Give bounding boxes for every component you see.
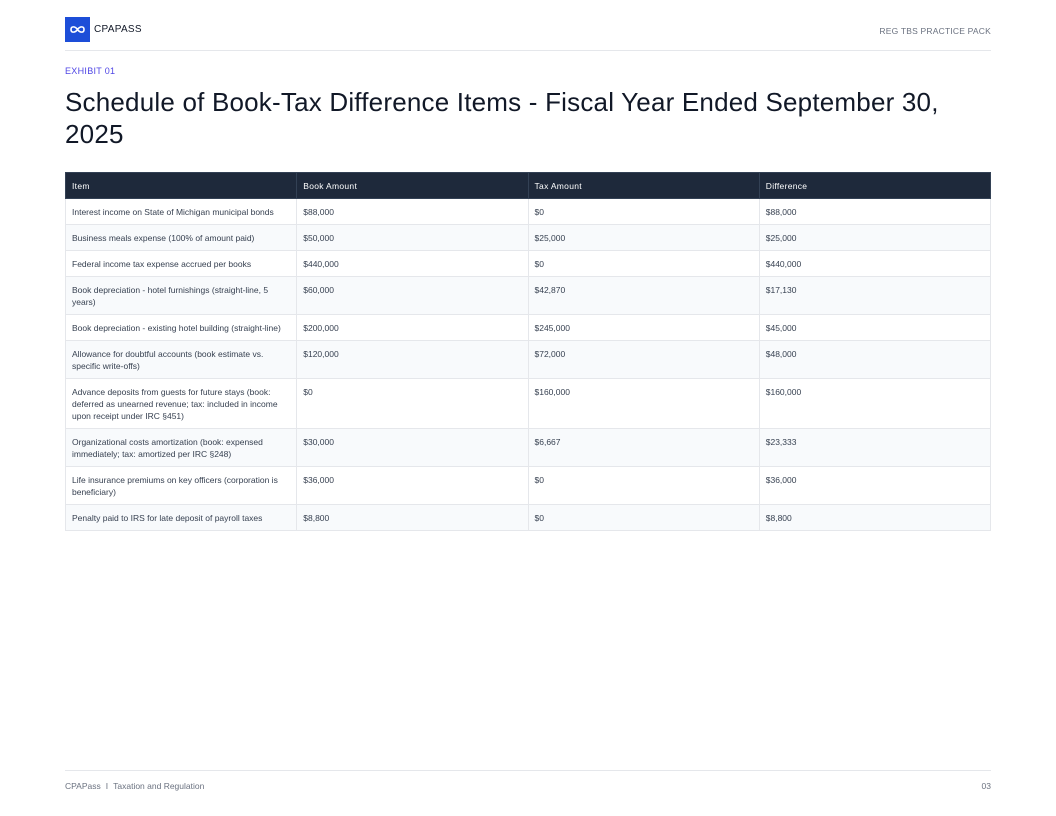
amount-cell: $72,000 (527, 340, 760, 379)
column-header: Tax Amount (527, 172, 760, 199)
column-header: Book Amount (296, 172, 529, 199)
amount-cell: $36,000 (296, 466, 529, 505)
item-cell: Interest income on State of Michigan mun… (64, 198, 298, 225)
table-row: Federal income tax expense accrued per b… (64, 250, 992, 277)
table-row: Interest income on State of Michigan mun… (64, 198, 992, 225)
item-cell: Life insurance premiums on key officers … (64, 466, 298, 505)
amount-cell: $0 (527, 198, 760, 225)
amount-cell: $120,000 (296, 340, 529, 379)
logo-icon (70, 26, 85, 33)
item-cell: Book depreciation - hotel furnishings (s… (64, 276, 298, 315)
table-row: Organizational costs amortization (book:… (64, 428, 992, 467)
amount-cell: $88,000 (758, 198, 992, 225)
amount-cell: $60,000 (296, 276, 529, 315)
table-row: Advance deposits from guests for future … (64, 378, 992, 429)
amount-cell: $0 (527, 466, 760, 505)
table-row: Business meals expense (100% of amount p… (64, 224, 992, 251)
table-row: Penalty paid to IRS for late deposit of … (64, 504, 992, 531)
title: Schedule of Book-Tax Difference Items - … (65, 87, 939, 149)
footer: CPAPass I Taxation and Regulation 03 (65, 770, 991, 791)
amount-cell: $45,000 (758, 314, 992, 341)
header-row: Item Book Amount Tax Amount Difference (64, 172, 992, 199)
table-row: Book depreciation - hotel furnishings (s… (64, 276, 992, 315)
amount-cell: $23,333 (758, 428, 992, 467)
schedule-table: Item Book Amount Tax Amount Difference Inte… (64, 172, 992, 531)
amount-cell: $48,000 (758, 340, 992, 379)
footer-brand: CPAPass (65, 781, 101, 791)
exhibit-label: EXHIBIT 01 (65, 66, 116, 76)
page-number: 03 (981, 781, 991, 791)
item-cell: Federal income tax expense accrued per b… (64, 250, 298, 277)
table-row: Allowance for doubtful accounts (book es… (64, 340, 992, 379)
amount-cell: $30,000 (296, 428, 529, 467)
item-cell: Allowance for doubtful accounts (book es… (64, 340, 298, 379)
footer-section: Taxation and Regulation (113, 781, 205, 791)
amount-cell: $42,870 (527, 276, 760, 315)
brand: CPAPASS (94, 24, 142, 35)
amount-cell: $6,667 (527, 428, 760, 467)
amount-cell: $245,000 (527, 314, 760, 341)
amount-cell: $17,130 (758, 276, 992, 315)
amount-cell: $160,000 (527, 378, 760, 429)
amount-cell: $8,800 (296, 504, 529, 531)
table-row: Life insurance premiums on key officers … (64, 466, 992, 505)
amount-cell: $440,000 (758, 250, 992, 277)
item-cell: Book depreciation - existing hotel build… (64, 314, 298, 341)
amount-cell: $8,800 (758, 504, 992, 531)
amount-cell: $440,000 (296, 250, 529, 277)
amount-cell: $50,000 (296, 224, 529, 251)
column-header: Difference (758, 172, 992, 199)
column-header: Item (64, 172, 298, 199)
amount-cell: $88,000 (296, 198, 529, 225)
header: CPAPASS REG TBS PRACTICE PACK (65, 17, 991, 51)
item-cell: Business meals expense (100% of amount p… (64, 224, 298, 251)
logo (65, 17, 90, 42)
footer-left: CPAPass I Taxation and Regulation (65, 781, 204, 791)
amount-cell: $0 (527, 250, 760, 277)
table-row: Book depreciation - existing hotel build… (64, 314, 992, 341)
table-body: Interest income on State of Michigan mun… (64, 198, 992, 531)
item-cell: Advance deposits from guests for future … (64, 378, 298, 429)
pack-label: REG TBS PRACTICE PACK (879, 26, 991, 36)
footer-separator: I (105, 781, 109, 791)
item-cell: Organizational costs amortization (book:… (64, 428, 298, 467)
amount-cell: $25,000 (527, 224, 760, 251)
amount-cell: $0 (527, 504, 760, 531)
amount-cell: $160,000 (758, 378, 992, 429)
amount-cell: $200,000 (296, 314, 529, 341)
amount-cell: $36,000 (758, 466, 992, 505)
amount-cell: $25,000 (758, 224, 992, 251)
amount-cell: $0 (296, 378, 529, 429)
item-cell: Penalty paid to IRS for late deposit of … (64, 504, 298, 531)
